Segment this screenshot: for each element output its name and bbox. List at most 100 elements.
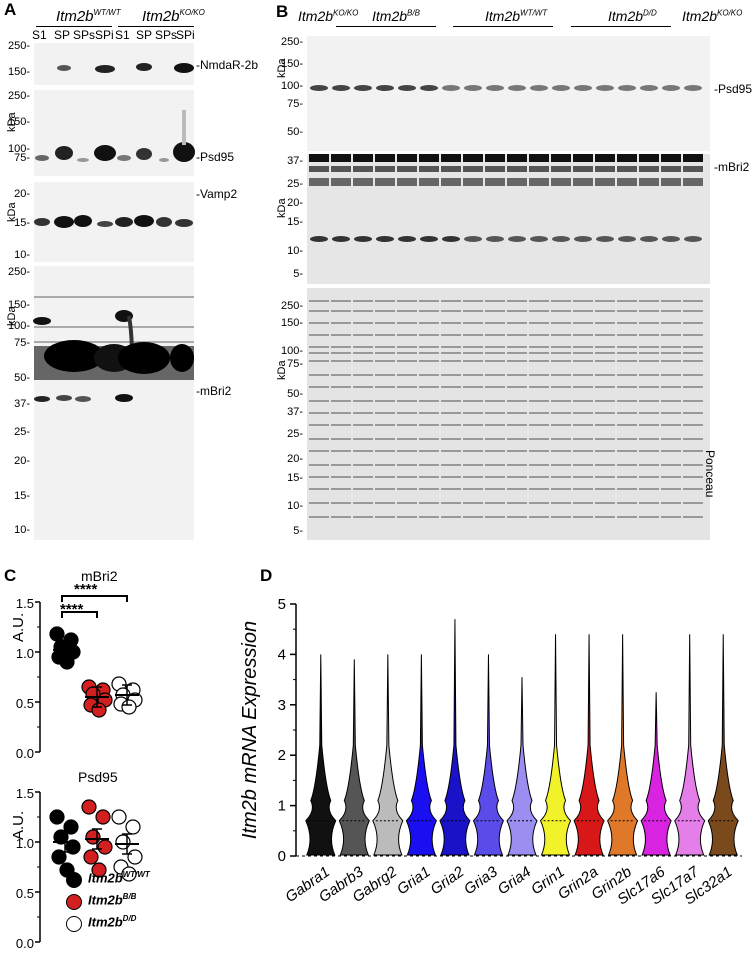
band bbox=[463, 374, 483, 376]
scatter-plots bbox=[35, 595, 143, 943]
band bbox=[573, 300, 593, 302]
band bbox=[551, 386, 571, 388]
tick-label: 100- bbox=[280, 80, 303, 92]
band bbox=[463, 516, 483, 518]
band bbox=[507, 310, 527, 312]
band bbox=[397, 360, 417, 362]
band bbox=[551, 322, 571, 324]
band bbox=[640, 85, 658, 91]
tick-label: 100- bbox=[280, 345, 303, 357]
band bbox=[639, 334, 659, 336]
band bbox=[529, 178, 549, 186]
data-point bbox=[65, 839, 81, 855]
band bbox=[683, 476, 703, 478]
plot-title: Psd95 bbox=[78, 769, 118, 785]
blot-ponceau bbox=[307, 288, 710, 540]
band bbox=[331, 488, 351, 490]
band bbox=[441, 502, 461, 504]
tick-label: 1.0 bbox=[15, 836, 34, 851]
band bbox=[551, 464, 571, 466]
data-point bbox=[63, 819, 79, 835]
band bbox=[419, 374, 439, 376]
band bbox=[397, 424, 417, 426]
band bbox=[463, 438, 483, 440]
band bbox=[485, 386, 505, 388]
band bbox=[331, 502, 351, 504]
violin bbox=[506, 677, 538, 856]
blot-bands bbox=[33, 296, 194, 402]
band bbox=[441, 334, 461, 336]
violin bbox=[573, 634, 605, 856]
lane-label: SP bbox=[54, 28, 71, 42]
band bbox=[463, 476, 483, 478]
band bbox=[375, 450, 395, 452]
band bbox=[441, 424, 461, 426]
tick-label: 150- bbox=[7, 299, 30, 311]
data-point bbox=[51, 849, 67, 865]
genotype-label: Itm2bKO/KO bbox=[682, 8, 743, 24]
band bbox=[618, 236, 636, 242]
band bbox=[309, 360, 329, 362]
blot-mbri2 bbox=[33, 266, 194, 540]
tick-label: 20- bbox=[14, 455, 30, 467]
legend-marker bbox=[66, 894, 82, 910]
band bbox=[661, 178, 681, 186]
tick-label: 250- bbox=[7, 90, 30, 102]
significance-bracket bbox=[61, 595, 128, 602]
band bbox=[397, 476, 417, 478]
band bbox=[331, 464, 351, 466]
band bbox=[420, 85, 438, 91]
protein-label: Ponceau bbox=[703, 450, 717, 498]
tick-label: 150- bbox=[7, 66, 30, 78]
band bbox=[529, 334, 549, 336]
band bbox=[529, 154, 549, 162]
band bbox=[683, 424, 703, 426]
band bbox=[375, 154, 395, 162]
band bbox=[353, 374, 373, 376]
band bbox=[639, 438, 659, 440]
band bbox=[573, 386, 593, 388]
violin bbox=[640, 692, 672, 856]
violin bbox=[338, 659, 370, 856]
significance-label: **** bbox=[74, 581, 98, 598]
band bbox=[617, 386, 637, 388]
data-point bbox=[49, 809, 65, 825]
band bbox=[486, 236, 504, 242]
data-point bbox=[115, 834, 131, 850]
band bbox=[595, 166, 615, 172]
band bbox=[441, 464, 461, 466]
y-axis-label: Itm2b mRNA Expression bbox=[239, 621, 261, 839]
band bbox=[683, 516, 703, 518]
tick-label: 100- bbox=[7, 143, 30, 155]
band bbox=[332, 236, 350, 242]
band bbox=[507, 386, 527, 388]
band bbox=[639, 352, 659, 354]
tick-label: 100- bbox=[7, 320, 30, 332]
band bbox=[353, 166, 373, 172]
band bbox=[309, 300, 329, 302]
y-tick-label: 4 bbox=[278, 646, 286, 663]
band bbox=[485, 360, 505, 362]
protein-label: -Psd95 bbox=[714, 82, 752, 96]
blot-mbri2-b bbox=[307, 154, 710, 284]
band bbox=[375, 374, 395, 376]
band bbox=[353, 300, 373, 302]
blot-bands bbox=[35, 110, 195, 162]
band bbox=[529, 300, 549, 302]
band bbox=[507, 178, 527, 186]
band bbox=[662, 236, 680, 242]
band bbox=[441, 476, 461, 478]
band bbox=[353, 154, 373, 162]
legend-marker bbox=[66, 916, 82, 932]
band bbox=[507, 322, 527, 324]
band bbox=[419, 464, 439, 466]
band bbox=[463, 322, 483, 324]
band bbox=[639, 374, 659, 376]
band bbox=[507, 352, 527, 354]
band bbox=[507, 400, 527, 402]
band bbox=[617, 310, 637, 312]
band bbox=[419, 322, 439, 324]
band bbox=[463, 334, 483, 336]
genotype-bracket bbox=[336, 26, 436, 27]
